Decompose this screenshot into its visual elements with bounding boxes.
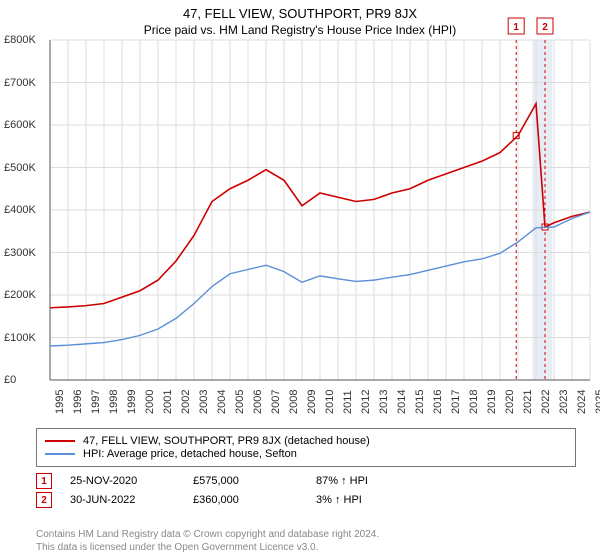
svg-text:1: 1	[513, 22, 519, 33]
sale-row: 2 30-JUN-2022 £360,000 3% ↑ HPI	[36, 492, 576, 508]
sale-date: 25-NOV-2020	[70, 475, 175, 487]
chart-area: 12 £0 £100K £200K £300K £400K £500K £600K £700K…	[0, 40, 600, 420]
legend: 47, FELL VIEW, SOUTHPORT, PR9 8JX (detac…	[36, 428, 576, 467]
sale-marker-box: 1	[36, 473, 52, 489]
legend-label: 47, FELL VIEW, SOUTHPORT, PR9 8JX (detac…	[83, 435, 370, 447]
legend-swatch	[45, 453, 75, 455]
sale-price: £575,000	[193, 475, 298, 487]
y-tick-label: £300K	[4, 247, 36, 259]
sale-marker-label: 1	[508, 18, 524, 34]
sale-row: 1 25-NOV-2020 £575,000 87% ↑ HPI	[36, 473, 576, 489]
sale-price: £360,000	[193, 494, 298, 506]
legend-item: HPI: Average price, detached house, Seft…	[45, 448, 567, 460]
footer-line2: This data is licensed under the Open Gov…	[36, 541, 379, 554]
sale-pct: 87% ↑ HPI	[316, 475, 421, 487]
legend-label: HPI: Average price, detached house, Seft…	[83, 448, 297, 460]
y-tick-label: £600K	[4, 119, 36, 131]
footer-line1: Contains HM Land Registry data © Crown c…	[36, 528, 379, 541]
y-tick-label: £500K	[4, 162, 36, 174]
sales-table: 1 25-NOV-2020 £575,000 87% ↑ HPI 2 30-JUN-202…	[36, 470, 576, 511]
sale-pct: 3% ↑ HPI	[316, 494, 421, 506]
y-tick-label: £700K	[4, 77, 36, 89]
y-tick-label: £400K	[4, 204, 36, 216]
svg-text:2: 2	[542, 22, 548, 33]
footer-attribution: Contains HM Land Registry data © Crown c…	[36, 528, 379, 554]
sale-marker-label: 2	[537, 18, 553, 34]
legend-swatch	[45, 440, 75, 442]
y-tick-label: £100K	[4, 332, 36, 344]
sale-marker-box: 2	[36, 492, 52, 508]
y-tick-label: £200K	[4, 289, 36, 301]
plot-area: 12	[50, 40, 590, 380]
legend-item: 47, FELL VIEW, SOUTHPORT, PR9 8JX (detac…	[45, 435, 567, 447]
sale-date: 30-JUN-2022	[70, 494, 175, 506]
y-tick-label: £800K	[4, 34, 36, 46]
x-tick-label: 2025	[594, 390, 600, 414]
y-tick-label: £0	[4, 374, 16, 386]
